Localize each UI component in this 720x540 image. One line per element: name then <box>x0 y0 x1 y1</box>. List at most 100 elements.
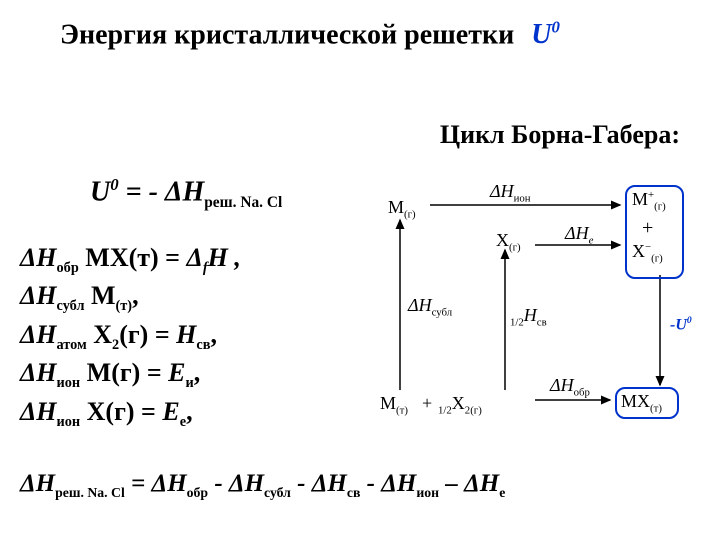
node-plus: + <box>642 217 653 240</box>
MX-sub: (т) <box>650 403 662 415</box>
f-sg5: – <box>439 470 464 497</box>
Xg-sym: X <box>496 230 509 250</box>
eq-U-sup: 0 <box>110 175 118 194</box>
Mt-sub: (т) <box>396 405 408 417</box>
eq-U: U <box>90 176 110 207</box>
label-dH-subl: ΔHсубл <box>408 295 452 319</box>
title-u0: U0 <box>531 19 560 50</box>
dHe-dH: ΔH <box>565 223 589 243</box>
final-equation: ΔHреш. Na. Cl = ΔHобр - ΔHсубл - ΔHсв - … <box>20 470 505 501</box>
X2-sub: 2(г) <box>465 405 482 417</box>
eq-sub: реш. Na. Cl <box>204 194 282 211</box>
d2-rest: , <box>210 320 217 349</box>
subtitle: Цикл Борна-Габера: <box>440 120 680 150</box>
node-plus-bot: + <box>422 393 432 414</box>
dHe-sub: e <box>589 235 594 247</box>
title-text: Энергия кристаллической решетки <box>60 19 514 50</box>
node-Mt: M(т) <box>380 393 408 417</box>
u0-sup: 0 <box>551 18 559 37</box>
node-Mplus: M+(г) <box>632 189 666 213</box>
label-dH-e: ΔHe <box>565 223 593 247</box>
d4-rest: , <box>186 397 193 426</box>
Xm-sub: (г) <box>651 253 663 265</box>
d0-sym: Δ <box>187 243 203 272</box>
d2-gas: (г) = <box>119 320 176 349</box>
dHs-dH: ΔH <box>408 295 432 315</box>
def-row-4: ΔHион X(г) = Ee, <box>20 394 241 432</box>
d3-subr: и <box>185 376 193 392</box>
Xg-sub: (г) <box>509 242 521 254</box>
d3-s1: ион <box>57 376 81 392</box>
slide: Энергия кристаллической решетки U0 Цикл … <box>0 0 720 540</box>
def-row-0: ΔHобр MX(т) = ΔfH , <box>20 240 241 278</box>
dHo-sub: обр <box>574 387 590 399</box>
eq-eq: = - <box>119 176 165 207</box>
label-half-Hsv: 1/2Hсв <box>510 305 547 329</box>
definitions: ΔHобр MX(т) = ΔfH , ΔHсубл M(т), ΔHатом … <box>20 240 241 432</box>
f-dH2: ΔH <box>229 470 264 497</box>
node-MX: MX(т) <box>621 391 662 415</box>
def-row-3: ΔHион M(г) = Eи, <box>20 355 241 393</box>
MX-sym: MX <box>621 391 650 411</box>
label-dH-ion: ΔHион <box>490 181 531 205</box>
node-Mg: M(г) <box>388 197 416 221</box>
d2-s1: атом <box>57 337 87 353</box>
X2-sym: X <box>452 393 465 413</box>
d4-s1: ион <box>57 414 81 430</box>
node-Xminus: X−(г) <box>632 241 663 265</box>
d4-dH: ΔH <box>20 397 57 426</box>
f-eq: = <box>125 470 152 497</box>
half-pref: 1/2 <box>438 405 452 417</box>
u0-sym: U <box>531 19 551 50</box>
label-minus-u0: -U0 <box>670 315 692 334</box>
eq-dH: ΔH <box>165 176 204 207</box>
f-s2: субл <box>264 485 291 500</box>
d2-sym: H <box>176 320 196 349</box>
f-s1: обр <box>187 485 208 500</box>
Hsv-half: 1/2 <box>510 317 524 329</box>
d3-sym: E <box>168 358 185 387</box>
Mg-sym: M <box>388 197 404 217</box>
node-Xg: X(г) <box>496 230 521 254</box>
d4-sym: E <box>162 397 179 426</box>
Hsv-H: H <box>524 305 537 325</box>
f-sub0: реш. Na. Cl <box>55 485 125 500</box>
d2-dH: ΔH <box>20 320 57 349</box>
d1-dH: ΔH <box>20 281 57 310</box>
d3-mid: M(г) = <box>80 358 168 387</box>
d3-rest: , <box>194 358 201 387</box>
dHs-sub: субл <box>432 307 453 319</box>
f-dH3: ΔH <box>312 470 347 497</box>
f-s4: ион <box>416 485 439 500</box>
f-dH4: ΔH <box>381 470 416 497</box>
d1-paren: (т) <box>116 299 133 315</box>
f-sg2: - <box>208 470 229 497</box>
equation-main: U0 = - ΔHреш. Na. Cl <box>90 175 282 212</box>
d2-subr: св <box>196 337 210 353</box>
node-halfX2: 1/2X2(г) <box>438 393 482 417</box>
Xm-sup: − <box>645 241 651 253</box>
Mg-sub: (г) <box>404 209 416 221</box>
dHion-sub: ион <box>514 193 531 205</box>
f-dH1: ΔH <box>152 470 187 497</box>
f-s3: св <box>347 485 361 500</box>
born-haber-diagram: M(г) X(г) M+(г) + X−(г) M(т) + 1/2X2(г) … <box>370 175 700 435</box>
mu0-sup: 0 <box>687 315 692 326</box>
d2-mid: X <box>87 320 112 349</box>
f-dH0: ΔH <box>20 470 55 497</box>
f-dH5: ΔH <box>464 470 499 497</box>
d0-rest: H , <box>208 243 241 272</box>
mu0-sym: -U <box>670 316 687 333</box>
d1-mid: M <box>84 281 115 310</box>
Mp-sub: (г) <box>654 201 666 213</box>
d3-dH: ΔH <box>20 358 57 387</box>
Mp-sym: M <box>632 189 648 209</box>
d1-s1: субл <box>57 299 85 315</box>
page-title: Энергия кристаллической решетки U0 <box>60 18 560 51</box>
Mp-sup: + <box>648 189 654 201</box>
dHo-dH: ΔH <box>550 375 574 395</box>
Hsv-sub: св <box>537 317 547 329</box>
f-sg3: - <box>291 470 312 497</box>
d0-mid: MX(т) = <box>79 243 187 272</box>
label-dH-obr: ΔHобр <box>550 375 590 399</box>
